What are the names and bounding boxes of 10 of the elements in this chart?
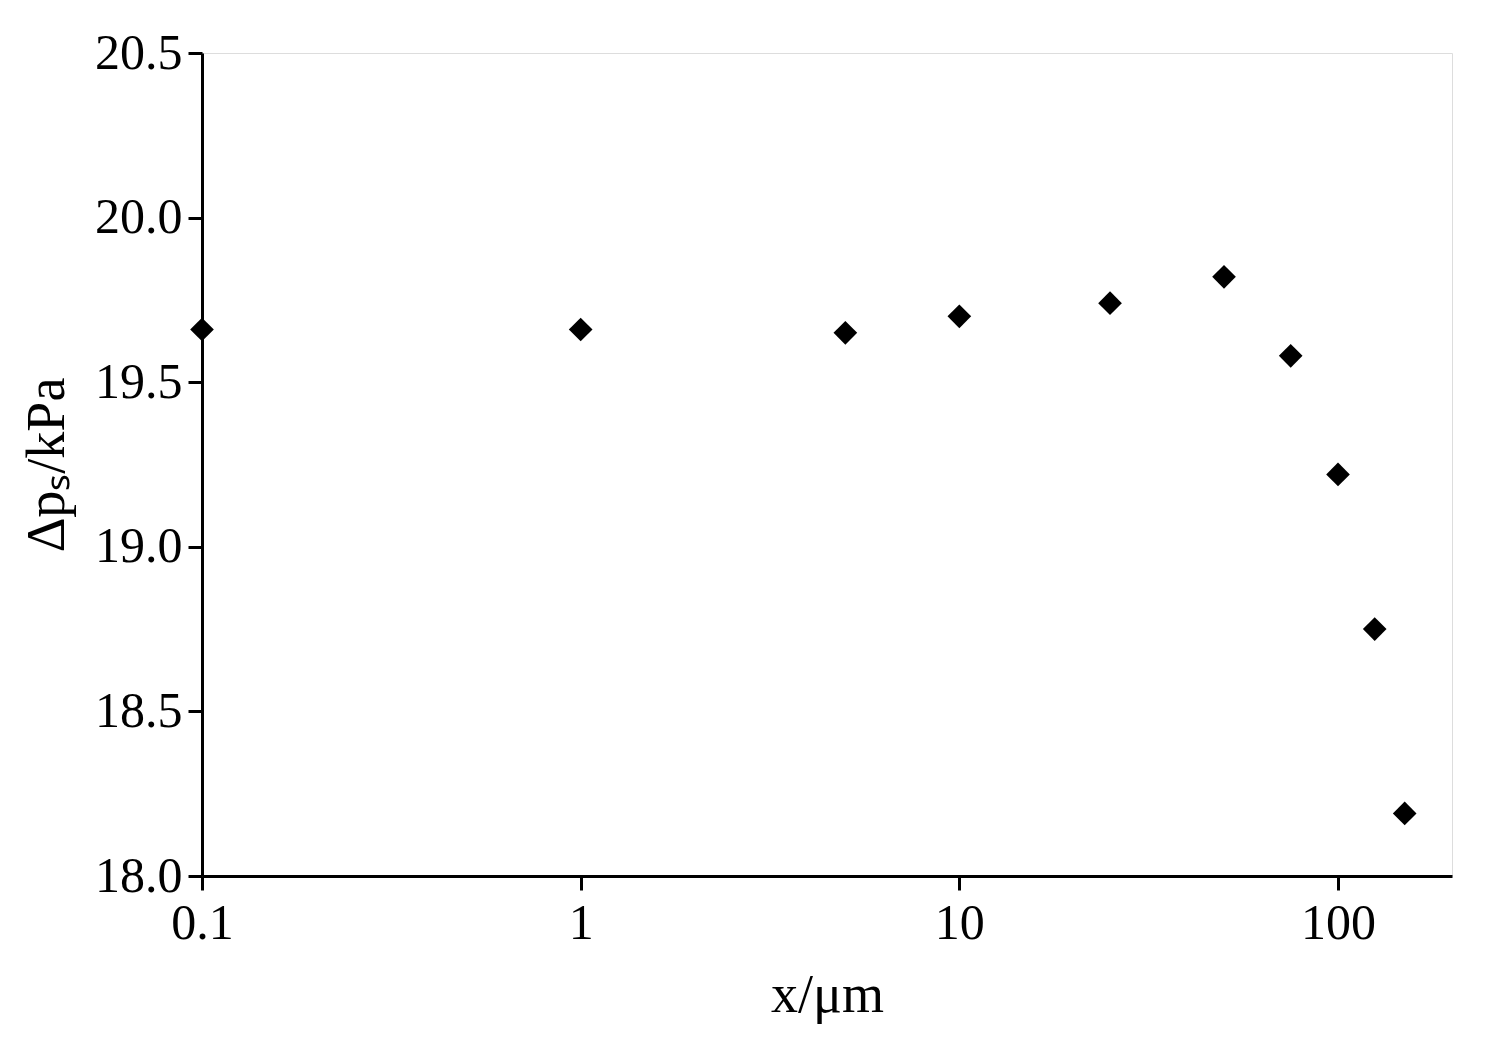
x-tick-label: 1 bbox=[568, 893, 594, 950]
x-tick-label: 100 bbox=[1301, 893, 1377, 950]
y-tick-label: 20.0 bbox=[95, 188, 183, 245]
y-tick-label: 20.5 bbox=[95, 23, 183, 80]
x-tick-label: 10 bbox=[934, 893, 985, 950]
y-tick-label: 19.0 bbox=[95, 517, 183, 574]
x-axis-title: x/μm bbox=[771, 963, 884, 1024]
y-tick-label: 18.5 bbox=[95, 681, 183, 738]
y-tick-label: 19.5 bbox=[95, 352, 183, 409]
y-axis-title: Δpₛ/kPa bbox=[16, 377, 76, 553]
